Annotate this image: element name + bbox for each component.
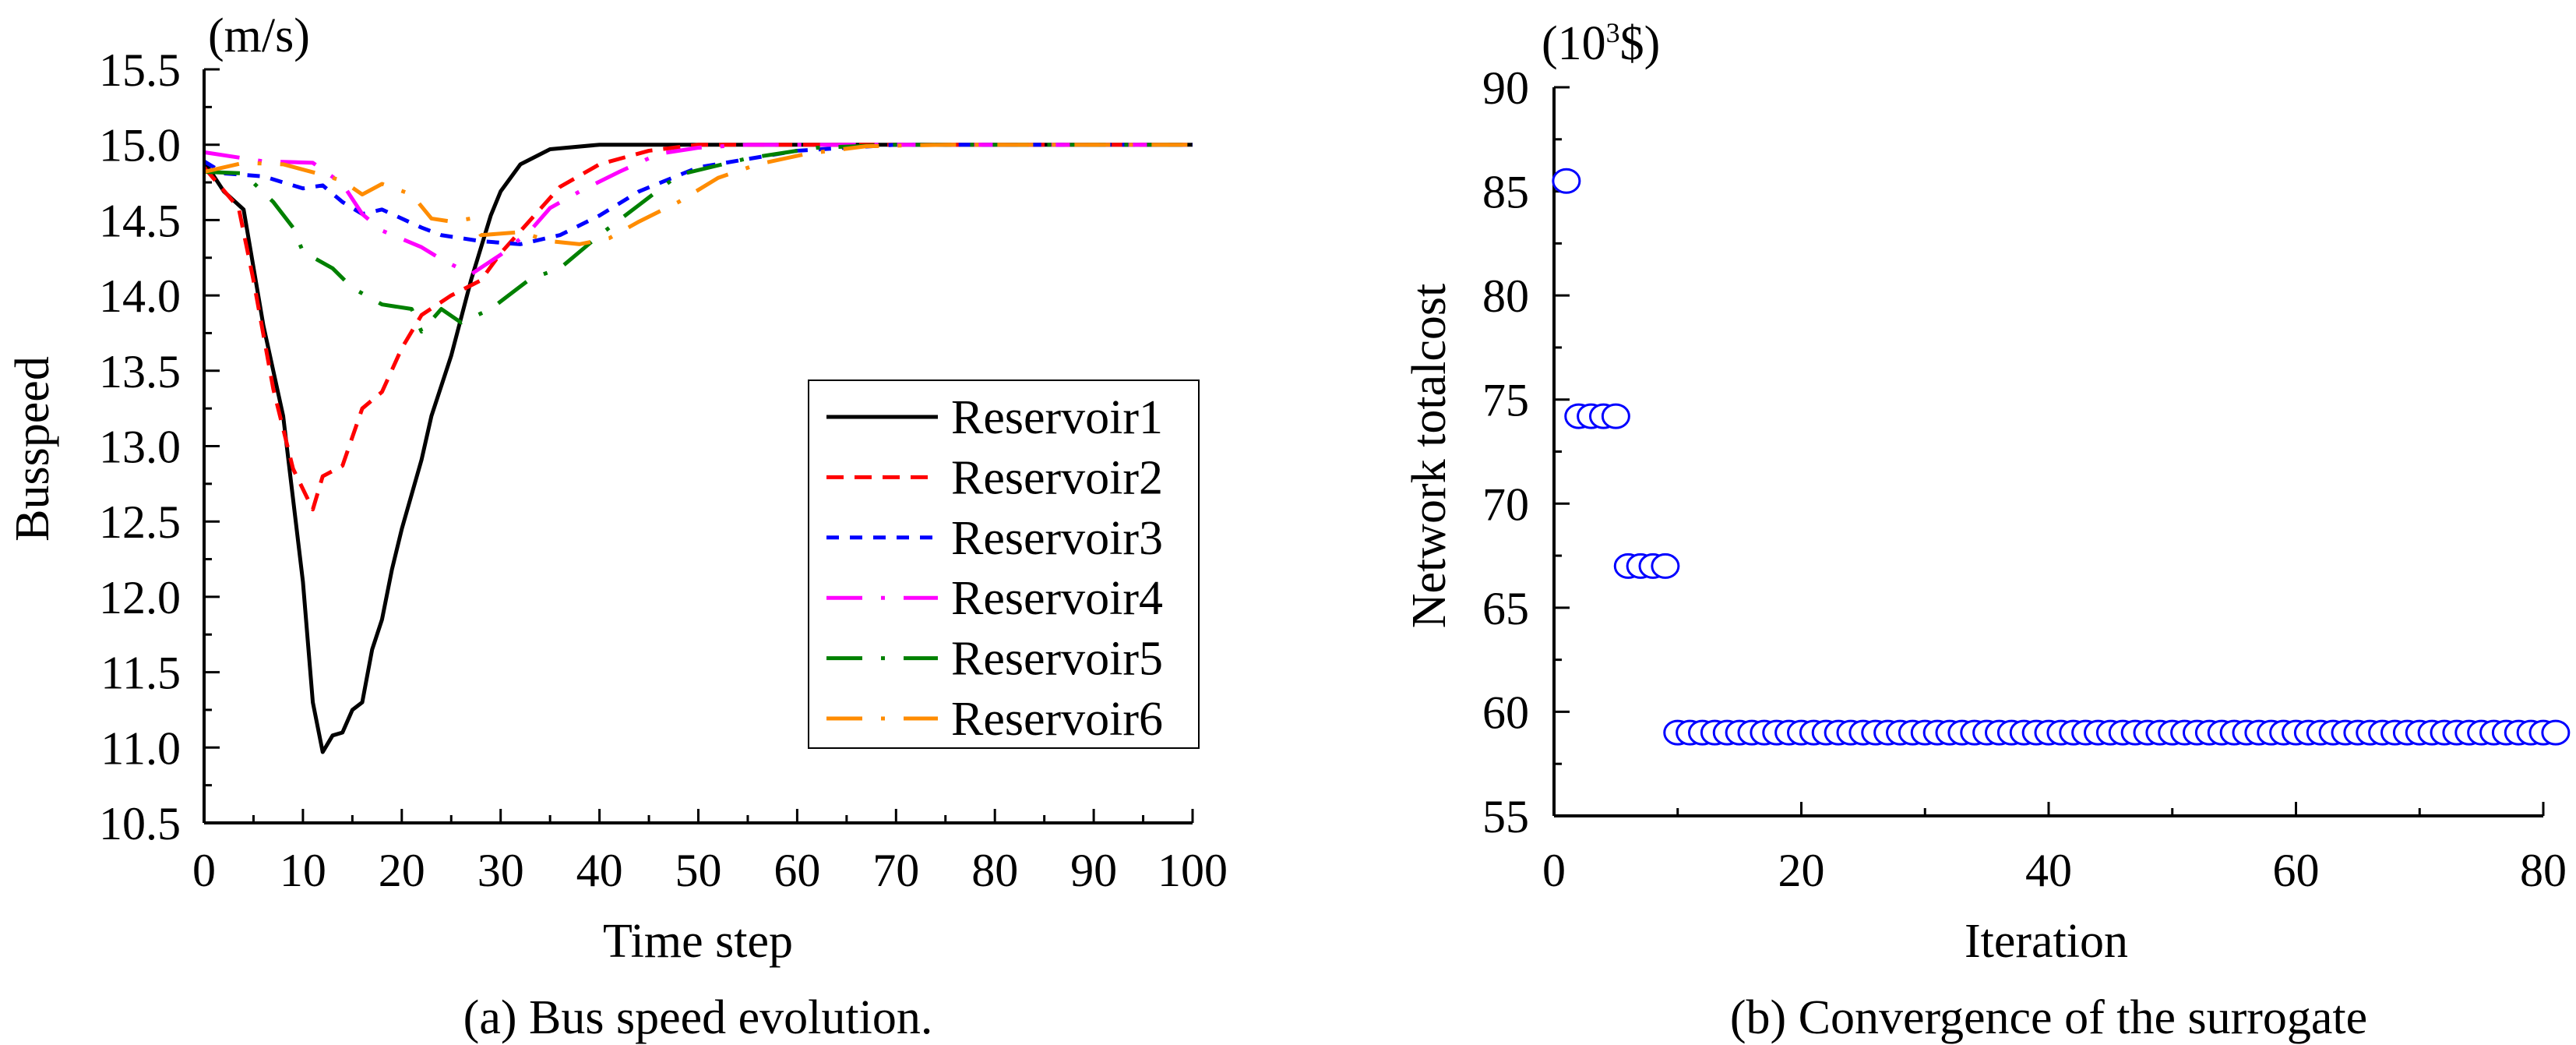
series-line-reservoir4 <box>203 143 1193 277</box>
x-tick-label: 70 <box>872 845 919 896</box>
data-point <box>1552 168 1581 194</box>
y-tick-label: 60 <box>1482 687 1529 738</box>
y-tick-label: 13.5 <box>99 346 181 397</box>
x-tick-label: 30 <box>477 845 524 896</box>
chart-bus-speed: 0 10 20 30 40 50 60 70 80 90 100 10.5 11.0 11.5 12.0 12… <box>6 9 1228 1044</box>
caption-b: (b) Convergence of the surrogate <box>1730 991 2367 1044</box>
axes: 0 20 40 60 80 55 60 65 70 75 80 85 90 <box>1482 62 2567 896</box>
data-point <box>2541 719 2571 746</box>
x-tick-label: 100 <box>1158 845 1228 896</box>
x-tick-label: 60 <box>774 845 820 896</box>
series-line-reservoir5 <box>203 143 1193 334</box>
x-tick-label: 0 <box>1542 845 1566 896</box>
y-axis-title: Network totalcost <box>1403 284 1456 629</box>
y-unit-label: (103$) <box>1542 17 1660 70</box>
legend-label: Reservoir6 <box>951 693 1163 746</box>
y-tick-label: 13.0 <box>99 422 181 473</box>
y-tick-label: 55 <box>1482 791 1529 842</box>
y-tick-label: 15.5 <box>99 44 181 96</box>
x-tick-label: 20 <box>1778 845 1825 896</box>
legend-box <box>808 380 1200 749</box>
x-tick-label: 0 <box>192 845 216 896</box>
x-tick-label: 80 <box>971 845 1018 896</box>
x-tick-label: 50 <box>675 845 722 896</box>
y-tick-label: 14.0 <box>99 270 181 322</box>
legend: Reservoir1 Reservoir2 Reservoir3 Reservoir4… <box>808 380 1200 749</box>
x-tick-label: 20 <box>379 845 425 896</box>
x-tick-label: 40 <box>2025 845 2072 896</box>
series-line-reservoir6 <box>203 143 1193 246</box>
legend-label: Reservoir1 <box>951 391 1163 444</box>
plot-area <box>202 143 1193 754</box>
x-tick-label: 80 <box>2520 845 2567 896</box>
legend-label: Reservoir2 <box>951 451 1163 504</box>
caption-a: (a) Bus speed evolution. <box>463 991 933 1044</box>
y-tick-label: 12.0 <box>99 572 181 623</box>
x-tick-label: 10 <box>280 845 326 896</box>
x-axis-title: Iteration <box>1965 915 2128 968</box>
y-tick-label: 65 <box>1482 583 1529 634</box>
legend-label: Reservoir4 <box>951 572 1163 625</box>
x-tick-label: 40 <box>576 845 623 896</box>
y-tick-label: 75 <box>1482 375 1529 426</box>
data-point <box>1651 553 1680 579</box>
y-tick-label: 90 <box>1482 62 1529 114</box>
x-axis-title: Time step <box>603 915 793 968</box>
y-tick-label: 15.0 <box>99 120 181 171</box>
y-tick-label: 10.5 <box>99 798 181 849</box>
plot-area <box>1552 168 2571 746</box>
series-line-reservoir3 <box>203 143 1193 246</box>
x-tick-label: 60 <box>2273 845 2320 896</box>
chart-convergence: 0 20 40 60 80 55 60 65 70 75 80 85 90 (103$) Network… <box>1403 17 2571 1044</box>
y-tick-label: 85 <box>1482 167 1529 218</box>
y-tick-label: 80 <box>1482 270 1529 322</box>
y-tick-label: 12.5 <box>99 496 181 548</box>
y-tick-label: 11.5 <box>100 648 181 699</box>
y-tick-label: 14.5 <box>99 195 181 246</box>
axes: 0 10 20 30 40 50 60 70 80 90 100 10.5 11.0 11.5 12.0 12… <box>99 44 1228 896</box>
legend-label: Reservoir3 <box>951 512 1163 565</box>
y-tick-label: 70 <box>1482 478 1529 530</box>
x-tick-label: 90 <box>1070 845 1117 896</box>
legend-label: Reservoir5 <box>951 633 1163 686</box>
series-line-reservoir2 <box>203 143 1193 512</box>
y-unit-label: (m/s) <box>208 9 310 62</box>
data-point <box>1601 403 1630 429</box>
y-axis-title: Busspeed <box>6 356 59 542</box>
y-tick-label: 11.0 <box>100 722 181 774</box>
